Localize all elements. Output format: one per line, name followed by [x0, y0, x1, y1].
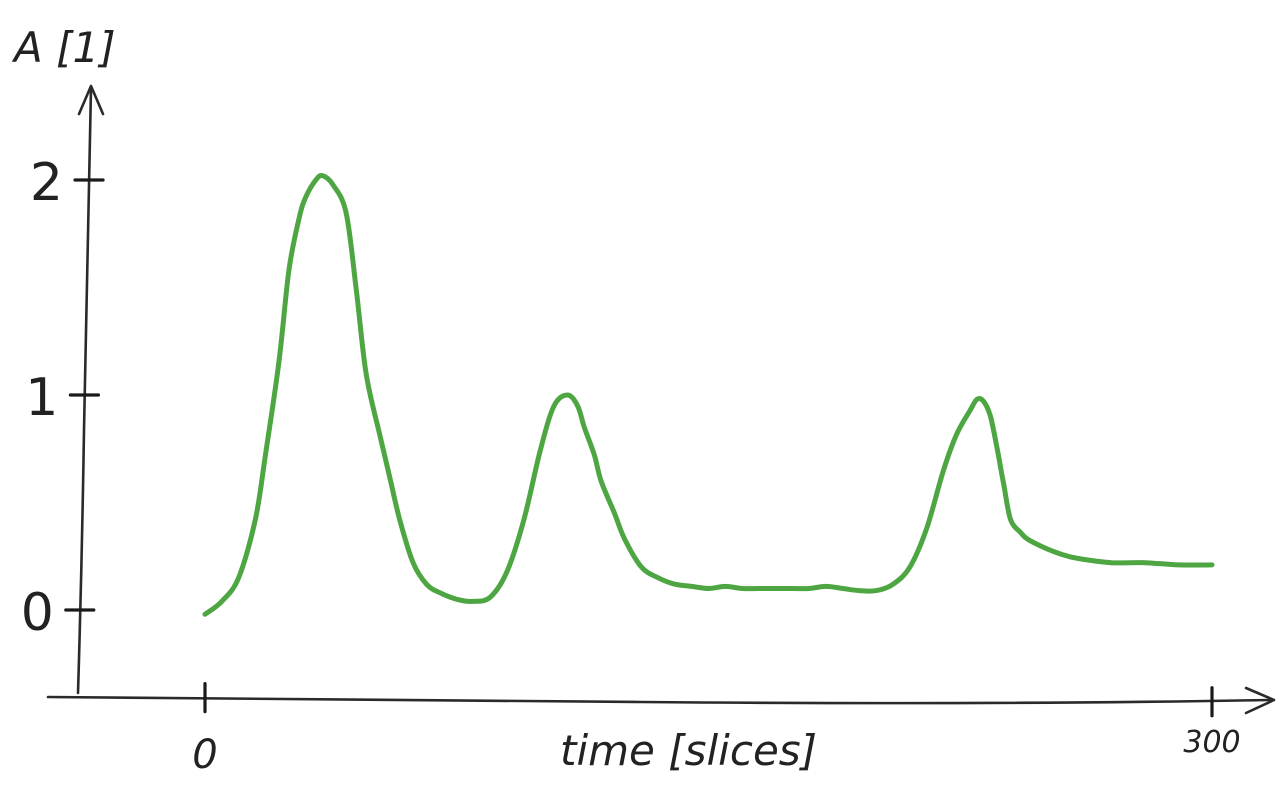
y-axis-line [76, 86, 93, 695]
y-axis-label: A [1] [11, 23, 116, 72]
x-axis-arrowhead [1244, 686, 1276, 715]
y-axis-arrowhead [77, 84, 105, 116]
x-axis-line [46, 695, 1272, 705]
x-axis-label: time [slices] [560, 726, 817, 775]
y-ticks: 0 1 2 [21, 153, 105, 643]
x-ticks: 0 300 [192, 682, 1241, 778]
series-line [202, 173, 1215, 617]
x-tick-label: 300 [1183, 725, 1240, 760]
series-layer [202, 173, 1215, 617]
y-tick-label: 1 [25, 368, 58, 428]
y-tick-label: 0 [21, 583, 54, 643]
x-tick-label: 0 [192, 732, 217, 778]
y-tick-label: 2 [30, 153, 63, 213]
